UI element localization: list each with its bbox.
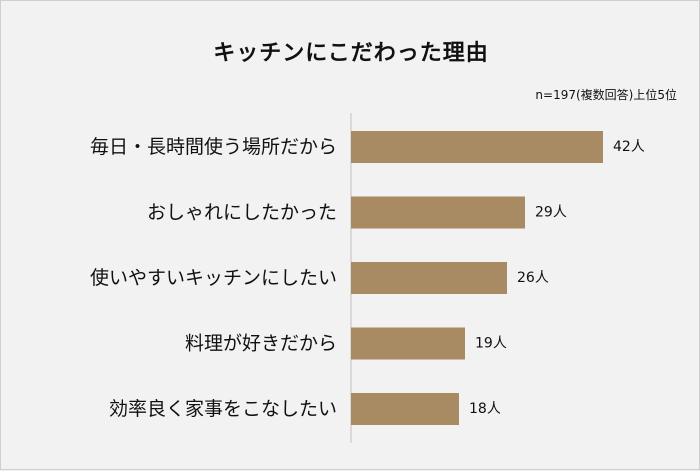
value-label-1: 29人 bbox=[535, 205, 567, 221]
category-label-0: 毎日・長時間使う場所だから bbox=[90, 136, 337, 158]
category-label-1: おしゃれにしたかった bbox=[147, 202, 337, 224]
sample-note: n=197(複数回答)上位5位 bbox=[535, 88, 677, 102]
bar-3 bbox=[351, 327, 465, 360]
category-label-4: 効率良く家事をこなしたい bbox=[109, 398, 337, 420]
category-label-2: 使いやすいキッチンにしたい bbox=[90, 267, 337, 289]
value-label-3: 19人 bbox=[475, 336, 507, 352]
bar-4 bbox=[351, 393, 459, 425]
value-label-4: 18人 bbox=[469, 401, 501, 417]
category-label-3: 料理が好きだから bbox=[185, 333, 337, 355]
value-labels-group: 42人 29人 26人 19人 18人 bbox=[469, 139, 645, 417]
category-labels-group: 毎日・長時間使う場所だからおしゃれにしたかった使いやすいキッチンにしたい料理が好… bbox=[90, 136, 337, 420]
bar-2 bbox=[351, 262, 507, 294]
chart-title: キッチンにこだわった理由 bbox=[213, 41, 489, 66]
bar-0 bbox=[351, 131, 603, 163]
value-label-0: 42人 bbox=[613, 139, 645, 155]
bars-group bbox=[351, 131, 603, 425]
bar-1 bbox=[351, 196, 525, 229]
value-label-2: 26人 bbox=[517, 270, 549, 286]
